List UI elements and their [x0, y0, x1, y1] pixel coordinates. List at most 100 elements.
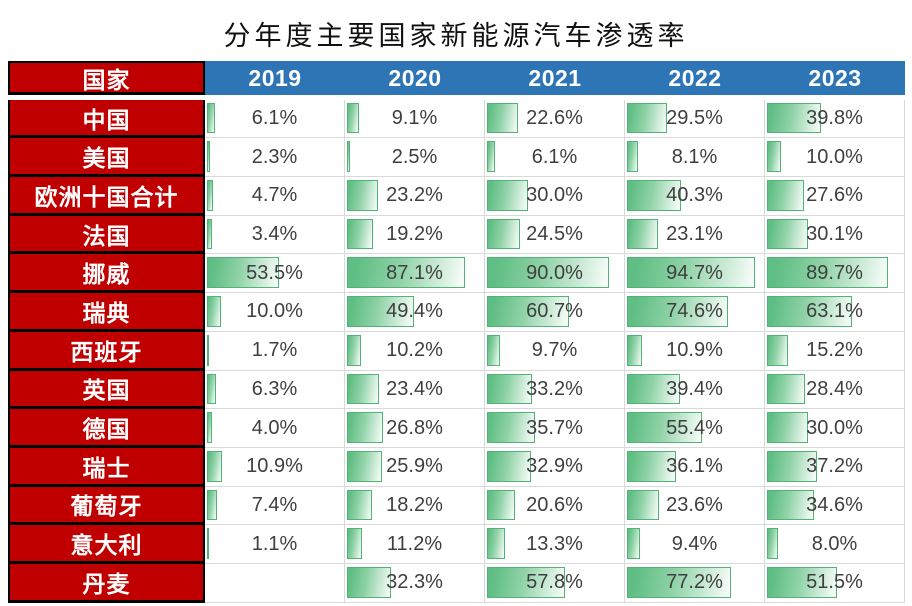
data-bar — [767, 296, 853, 327]
value-cell: 19.2% — [345, 215, 485, 255]
value-label: 23.2% — [386, 184, 443, 207]
data-bar — [627, 412, 702, 443]
value-label: 35.7% — [526, 416, 583, 439]
country-label: 瑞士 — [8, 447, 205, 487]
value-cell: 53.5% — [205, 254, 345, 294]
value-label: 6.1% — [251, 107, 298, 130]
value-cell: 87.1% — [345, 254, 485, 294]
value-label: 23.4% — [386, 377, 443, 400]
data-bar — [487, 528, 505, 559]
value-label: 32.3% — [386, 571, 443, 594]
value-label: 29.5% — [666, 107, 723, 130]
data-bar — [767, 528, 778, 559]
value-label: 6.3% — [251, 377, 298, 400]
value-cell: 25.9% — [345, 447, 485, 487]
data-bar — [767, 412, 808, 443]
data-bar — [207, 373, 216, 405]
value-cell: 94.7% — [625, 254, 765, 294]
value-cell: 32.3% — [345, 563, 485, 603]
country-label: 英国 — [8, 370, 205, 410]
value-cell: 36.1% — [625, 447, 765, 487]
value-cell: 60.7% — [485, 293, 625, 332]
value-label: 27.6% — [806, 184, 863, 207]
value-cell: 10.2% — [345, 331, 485, 371]
data-bar — [627, 102, 667, 134]
value-label: 53.5% — [246, 261, 303, 284]
value-label: 10.2% — [386, 339, 443, 362]
data-bar — [627, 218, 659, 250]
data-bar — [207, 296, 221, 327]
country-label: 瑞典 — [8, 293, 205, 332]
value-cell: 22.6% — [485, 99, 625, 139]
value-label: 13.3% — [526, 532, 583, 555]
data-bar — [207, 218, 212, 250]
value-cell: 8.0% — [765, 525, 905, 564]
value-cell: 4.0% — [205, 409, 345, 448]
data-bar — [207, 257, 280, 289]
data-bar — [627, 566, 732, 598]
value-cell: 15.2% — [765, 331, 905, 371]
data-bar — [487, 102, 518, 134]
value-label: 90.0% — [526, 261, 583, 284]
value-label: 87.1% — [386, 261, 443, 284]
value-cell: 26.8% — [345, 409, 485, 448]
data-bar — [767, 257, 889, 289]
value-cell: 34.6% — [765, 486, 905, 526]
value-cell: 57.8% — [485, 563, 625, 603]
data-bar — [627, 257, 755, 289]
data-bar — [347, 412, 384, 443]
data-bar — [207, 102, 216, 134]
data-bar — [487, 141, 496, 173]
country-label: 丹麦 — [8, 563, 205, 603]
value-cell: 2.5% — [345, 138, 485, 178]
data-bar — [207, 489, 217, 521]
value-label: 89.7% — [806, 261, 863, 284]
value-label: 1.7% — [251, 339, 298, 362]
value-label: 4.0% — [251, 416, 298, 439]
value-cell: 1.1% — [205, 525, 345, 564]
data-bar — [487, 450, 532, 482]
value-cell — [205, 563, 345, 603]
country-label: 意大利 — [8, 525, 205, 564]
value-label: 3.4% — [251, 223, 298, 246]
value-cell: 37.2% — [765, 447, 905, 487]
value-cell: 74.6% — [625, 293, 765, 332]
value-label: 10.0% — [246, 300, 303, 323]
value-cell: 39.4% — [625, 370, 765, 410]
value-label: 6.1% — [531, 145, 578, 168]
data-bar — [347, 566, 391, 598]
value-cell: 24.5% — [485, 215, 625, 255]
year-header-2019: 2019 — [205, 61, 345, 95]
value-label: 77.2% — [666, 571, 723, 594]
value-label: 2.5% — [391, 145, 438, 168]
data-bar — [767, 334, 788, 366]
value-label: 8.1% — [671, 145, 718, 168]
value-label: 60.7% — [526, 300, 583, 323]
value-label: 94.7% — [666, 261, 723, 284]
value-label: 19.2% — [386, 223, 443, 246]
value-label: 23.6% — [666, 493, 723, 516]
value-cell: 35.7% — [485, 409, 625, 448]
value-cell: 30.1% — [765, 215, 905, 255]
value-label: 30.1% — [806, 223, 863, 246]
corner-header-country: 国家 — [8, 61, 205, 95]
data-bar — [207, 528, 209, 559]
value-label: 51.5% — [806, 571, 863, 594]
data-bar — [627, 180, 682, 211]
value-label: 26.8% — [386, 416, 443, 439]
value-cell: 23.4% — [345, 370, 485, 410]
value-label: 10.9% — [246, 455, 303, 478]
value-cell: 30.0% — [485, 177, 625, 216]
data-bar — [487, 373, 532, 405]
data-bar — [347, 257, 465, 289]
data-bar — [767, 102, 821, 134]
data-bar — [487, 566, 566, 598]
value-cell: 6.1% — [485, 138, 625, 178]
data-bar — [207, 450, 222, 482]
value-cell: 40.3% — [625, 177, 765, 216]
value-cell: 51.5% — [765, 563, 905, 603]
value-label: 9.1% — [391, 107, 438, 130]
value-cell: 29.5% — [625, 99, 765, 139]
value-cell: 1.7% — [205, 331, 345, 371]
value-label: 30.0% — [526, 184, 583, 207]
